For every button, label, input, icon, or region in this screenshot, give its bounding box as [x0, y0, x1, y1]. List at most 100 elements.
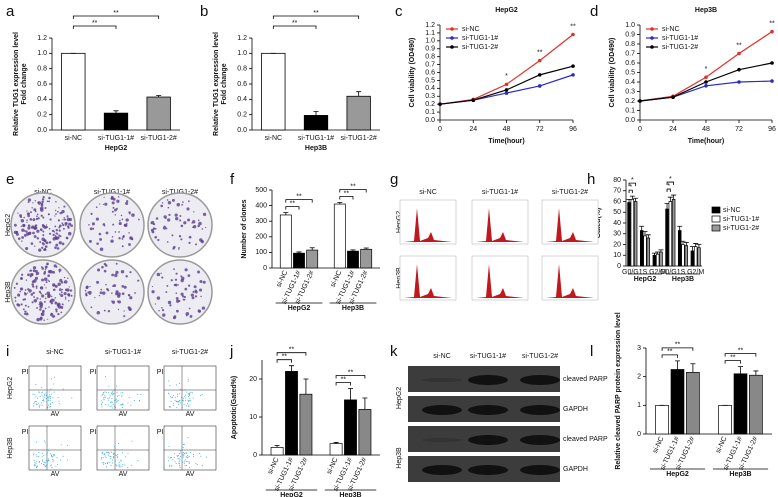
colony	[110, 195, 114, 199]
colony	[187, 284, 191, 287]
bar	[659, 251, 663, 267]
y-tick-label: 0.1	[625, 107, 635, 114]
event	[181, 449, 183, 451]
event	[36, 465, 38, 467]
colony	[35, 285, 38, 288]
event	[186, 454, 188, 456]
colony	[110, 239, 114, 243]
event	[52, 397, 54, 399]
colony	[112, 197, 116, 201]
colony	[21, 228, 25, 232]
x-tick-label: S	[643, 269, 648, 276]
colony	[121, 285, 125, 288]
bar	[347, 250, 359, 269]
colony	[44, 269, 47, 271]
colony	[175, 309, 179, 313]
event	[179, 400, 181, 402]
colony	[198, 221, 202, 226]
blot-band	[520, 375, 560, 385]
colony	[44, 206, 47, 209]
group-label: HepG2	[634, 276, 657, 283]
event	[58, 402, 60, 404]
event	[41, 453, 43, 455]
bar	[639, 230, 644, 267]
colony	[41, 294, 45, 298]
colony	[64, 296, 67, 298]
colony	[111, 201, 115, 205]
colony	[39, 241, 42, 243]
colony	[179, 219, 182, 222]
colony	[33, 296, 36, 298]
y-tick-label: 0.7	[425, 61, 435, 68]
event	[40, 392, 42, 394]
significance-bracket	[276, 359, 292, 363]
data-point	[438, 102, 442, 106]
event	[200, 455, 202, 457]
event	[174, 453, 176, 455]
bar	[643, 235, 647, 267]
bar	[697, 247, 701, 267]
colony	[197, 224, 200, 228]
y-tick-label: 20	[249, 376, 257, 383]
colony	[100, 288, 103, 291]
legend-marker	[650, 45, 654, 49]
histogram-peak	[476, 208, 524, 242]
colony	[107, 309, 111, 313]
colony	[16, 230, 18, 233]
colony	[31, 301, 34, 304]
column-label: si-TUG1-1#	[470, 353, 506, 360]
event	[188, 395, 190, 397]
colony	[57, 236, 60, 239]
event	[169, 406, 171, 408]
colony	[90, 212, 93, 216]
y-tick-label: 1.2	[237, 35, 247, 42]
event	[108, 454, 110, 456]
error-bar	[362, 397, 368, 410]
colony	[121, 218, 124, 221]
colony	[39, 291, 42, 294]
colony	[172, 316, 176, 320]
event	[171, 459, 173, 461]
event	[121, 395, 123, 397]
event	[137, 460, 139, 462]
colony	[193, 211, 195, 213]
legend-marker	[450, 36, 454, 40]
colony	[118, 221, 122, 226]
colony	[48, 200, 51, 203]
colony	[89, 293, 91, 296]
colony	[60, 293, 64, 298]
y-axis-label: Apoptotic(Gated%)	[231, 376, 238, 439]
event	[187, 378, 189, 380]
colony	[27, 288, 30, 291]
event	[48, 404, 50, 406]
colony	[29, 211, 32, 214]
colony	[48, 241, 52, 244]
colony	[44, 239, 47, 242]
colony	[55, 200, 57, 203]
event	[50, 406, 52, 408]
x-tick-label: 48	[503, 126, 511, 133]
y-tick-label: 60	[613, 198, 621, 205]
colony	[45, 267, 47, 270]
colony	[117, 300, 121, 304]
colony	[112, 206, 115, 209]
colony	[43, 284, 45, 286]
y-tick-label: 400	[255, 202, 267, 209]
event	[183, 396, 185, 398]
event	[103, 396, 105, 398]
colony	[20, 218, 25, 223]
y-tick-label: 0.0	[237, 127, 247, 134]
colony	[182, 298, 185, 301]
event	[120, 404, 122, 406]
event	[176, 396, 178, 398]
colony	[57, 313, 60, 316]
event	[117, 465, 119, 467]
event	[116, 453, 118, 455]
event	[121, 465, 123, 467]
group-label: HepG2	[280, 492, 303, 497]
group-label: Hep3B	[672, 276, 694, 283]
event	[187, 437, 189, 439]
colony	[41, 246, 44, 249]
x-tick-label: si-NC	[326, 457, 340, 476]
event	[40, 402, 42, 404]
